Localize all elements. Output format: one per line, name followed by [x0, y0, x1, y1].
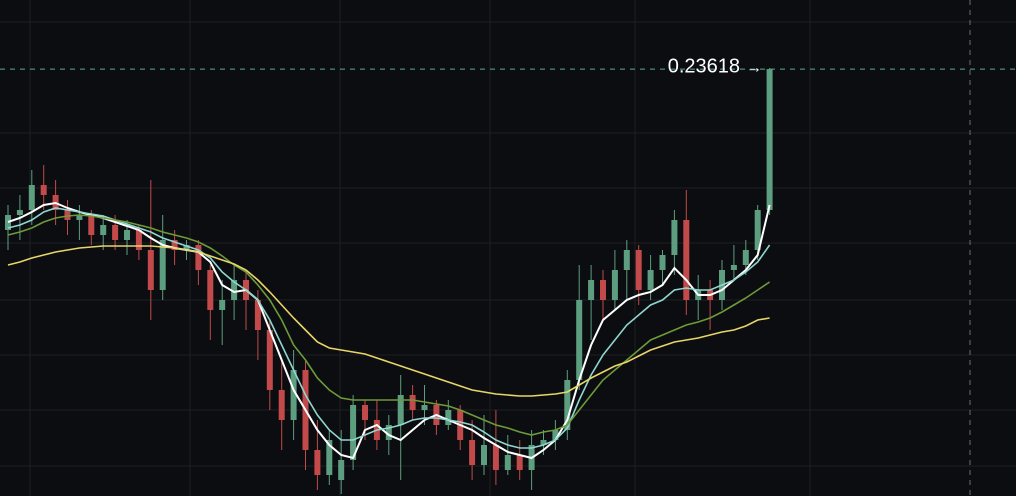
candle-body — [183, 245, 190, 250]
candle-body — [219, 300, 226, 310]
candle-body — [409, 395, 416, 410]
plot — [0, 68, 1016, 494]
candle-body — [623, 250, 630, 270]
candle-body — [421, 405, 428, 410]
candle-body — [231, 280, 238, 300]
candle-body — [362, 405, 368, 420]
candle-body — [766, 69, 773, 210]
candle-body — [314, 450, 321, 475]
candle-body — [207, 270, 214, 310]
candle-body — [135, 230, 142, 250]
candle-body — [671, 220, 678, 255]
moving-average — [7, 201, 771, 460]
candle-body — [588, 280, 595, 300]
candle-body — [266, 330, 273, 390]
candle-body — [28, 185, 35, 210]
candle-body — [659, 255, 666, 270]
candle-body — [635, 250, 642, 290]
candle-body — [112, 225, 119, 240]
candle-body — [445, 410, 452, 425]
candle-body — [64, 210, 71, 220]
candle-body — [290, 370, 297, 420]
candle-body — [147, 250, 154, 290]
candle-body — [88, 215, 95, 235]
candle-body — [16, 210, 23, 215]
candle-body — [647, 270, 654, 290]
candle-body — [611, 270, 618, 300]
candle-body — [40, 185, 47, 195]
candle-body — [540, 440, 547, 445]
candle-body — [516, 455, 523, 470]
candle-body — [469, 440, 476, 465]
candle-body — [278, 390, 285, 420]
candle-body — [338, 460, 345, 480]
candle-body — [730, 265, 737, 270]
moving-average — [7, 214, 771, 436]
candle-body — [159, 240, 166, 290]
candle-body — [76, 215, 83, 220]
candle-body — [600, 280, 606, 300]
candle-body — [552, 430, 559, 440]
candle-body — [254, 300, 261, 330]
candle-body — [171, 240, 178, 250]
candle-body — [326, 440, 333, 475]
last-price-label: 0.23618 — [668, 55, 740, 77]
candle-body — [683, 220, 690, 300]
candle-body — [481, 445, 487, 465]
candle-body — [564, 380, 571, 430]
candle-body — [742, 250, 749, 265]
candle-body — [124, 230, 130, 240]
candle-body — [492, 445, 499, 470]
candle-body — [504, 455, 511, 470]
candle-body — [350, 405, 357, 460]
candle-body — [195, 245, 202, 270]
candle-body — [100, 225, 107, 235]
last-price-arrow: → — [746, 59, 762, 76]
candle-body — [576, 300, 583, 380]
moving-average — [7, 245, 770, 397]
candle-body — [385, 425, 392, 440]
candle-body — [397, 395, 404, 425]
moving-average — [7, 207, 771, 449]
candle-body — [754, 210, 761, 250]
candle-body — [5, 215, 11, 230]
